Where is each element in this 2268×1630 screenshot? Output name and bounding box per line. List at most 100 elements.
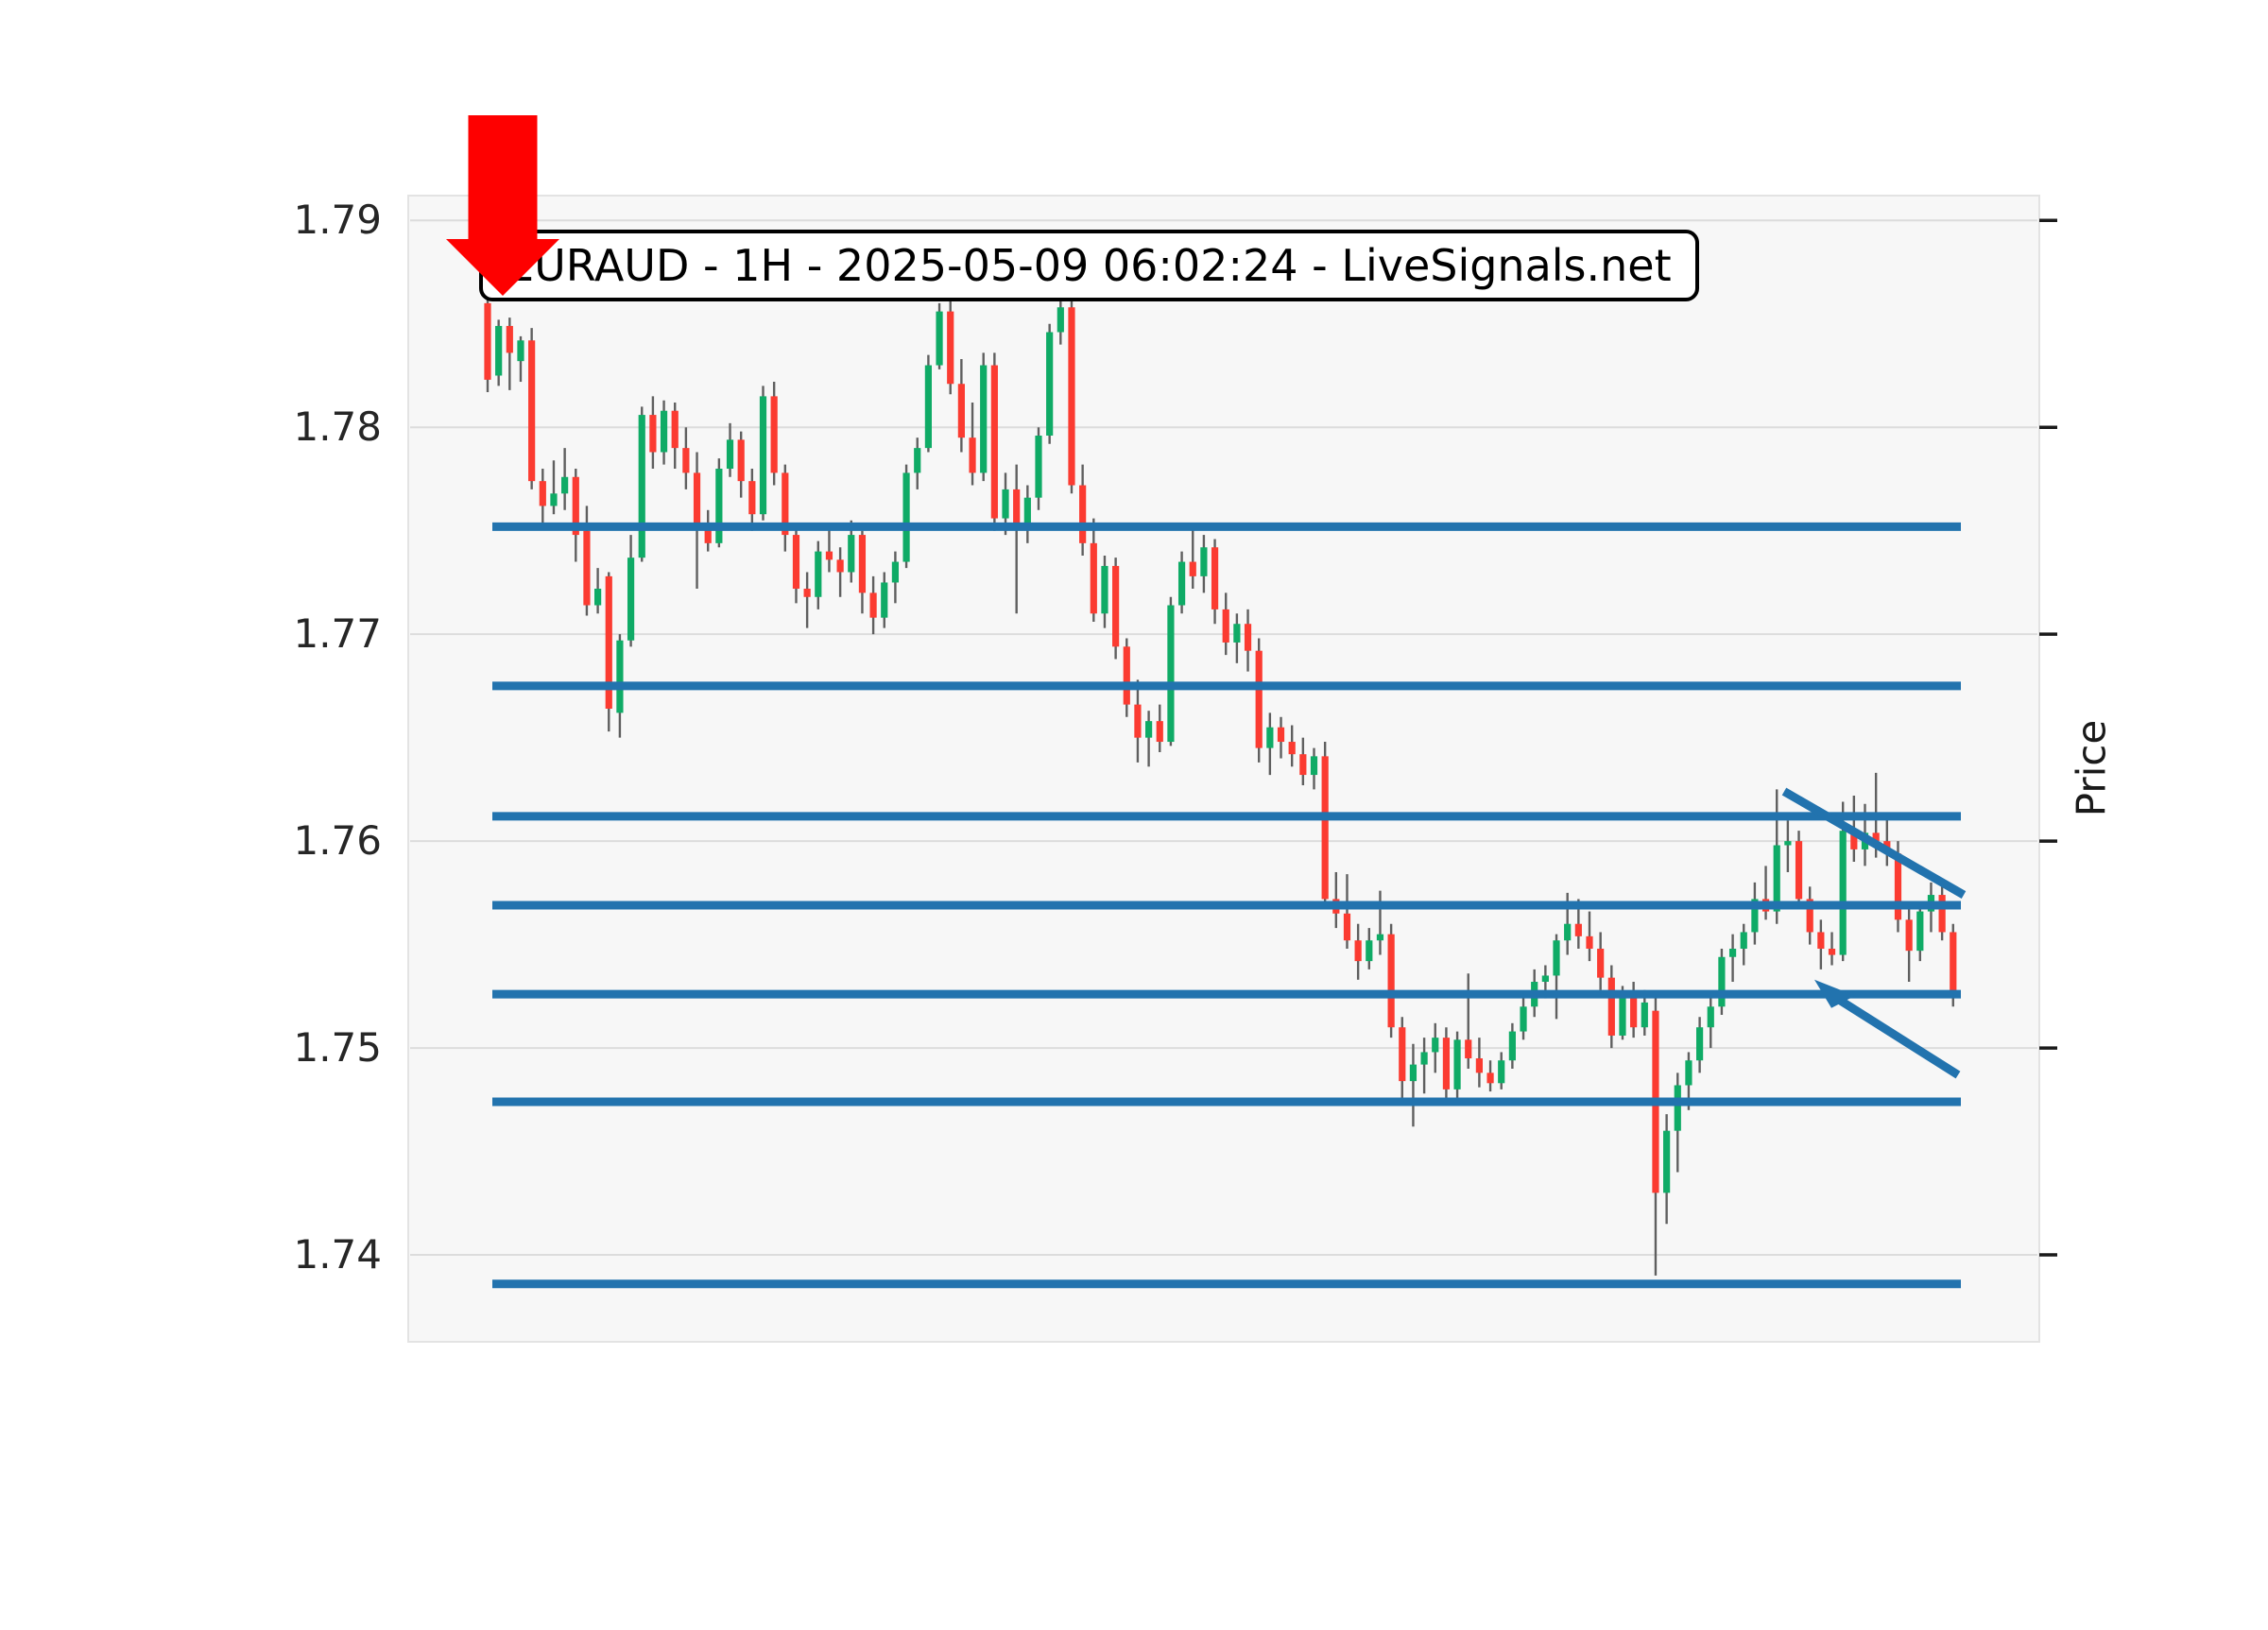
candle-down bbox=[782, 472, 789, 536]
candle-down bbox=[1387, 934, 1395, 1028]
candle-down bbox=[1850, 831, 1858, 849]
candle-down bbox=[1806, 899, 1813, 933]
candle-up bbox=[638, 415, 645, 558]
candle-down bbox=[1013, 489, 1021, 527]
candle-up bbox=[1641, 1002, 1648, 1028]
candle-down bbox=[1123, 646, 1130, 705]
candle-down bbox=[1299, 754, 1307, 776]
candle-down bbox=[825, 551, 833, 560]
candle-up bbox=[1718, 956, 1726, 1007]
candle-down bbox=[704, 526, 712, 543]
candle-up bbox=[1564, 923, 1572, 941]
y-tick-label: 1.78 bbox=[293, 403, 382, 451]
chart-title-text: EURAUD - 1H - 2025-05-09 06:02:24 - Live… bbox=[507, 240, 1672, 291]
candle-down bbox=[957, 384, 965, 438]
candle-down bbox=[1321, 756, 1329, 900]
candle-up bbox=[726, 439, 734, 470]
candle-down bbox=[671, 410, 679, 449]
candle-up bbox=[1233, 624, 1241, 643]
red-down-arrow-icon bbox=[446, 115, 559, 296]
candle-down bbox=[1597, 948, 1605, 978]
candle-up bbox=[980, 365, 988, 473]
candle-down bbox=[1343, 913, 1351, 941]
candle-down bbox=[836, 559, 844, 573]
candle-down bbox=[947, 311, 954, 385]
candle-up bbox=[1553, 940, 1560, 976]
candle-up bbox=[1432, 1038, 1439, 1053]
candle-down bbox=[572, 476, 579, 536]
candle-up bbox=[891, 561, 900, 583]
candle-up bbox=[1035, 435, 1042, 498]
candle-up bbox=[1663, 1130, 1671, 1193]
candle-up bbox=[1728, 948, 1737, 957]
candle-up bbox=[1751, 899, 1759, 933]
candle-down bbox=[1277, 727, 1285, 743]
candle-up bbox=[1057, 307, 1064, 333]
candle-up bbox=[1520, 1006, 1527, 1032]
candle-up bbox=[1784, 841, 1792, 846]
candle-up bbox=[815, 551, 822, 597]
candle-up bbox=[1167, 605, 1175, 743]
candle-down bbox=[1079, 485, 1087, 543]
candle-up bbox=[1046, 332, 1054, 436]
candle-up bbox=[1023, 497, 1031, 527]
candle-up bbox=[1366, 940, 1373, 962]
candle-down bbox=[506, 325, 513, 353]
candle-down bbox=[539, 481, 546, 506]
candle-down bbox=[583, 530, 591, 606]
candle-down bbox=[1112, 565, 1120, 647]
candle-down bbox=[605, 575, 612, 710]
candle-up bbox=[1101, 565, 1108, 614]
candle-down bbox=[1630, 994, 1638, 1028]
candle-down bbox=[1354, 940, 1362, 962]
candle-up bbox=[914, 448, 921, 473]
trendline-start-wedge bbox=[1814, 979, 1855, 1008]
candle-down bbox=[1950, 932, 1957, 995]
candle-up bbox=[715, 469, 723, 543]
candle-up bbox=[936, 311, 943, 366]
candle-up bbox=[1420, 1052, 1428, 1065]
plot-background bbox=[407, 195, 2040, 1343]
trendline bbox=[1781, 787, 1967, 899]
candle-up bbox=[1707, 1006, 1714, 1028]
candle-up bbox=[881, 582, 888, 618]
candle-down bbox=[1222, 609, 1229, 643]
candle-down bbox=[1068, 307, 1075, 486]
candle-down bbox=[1189, 561, 1196, 576]
candle-up bbox=[594, 589, 602, 606]
candle-down bbox=[803, 589, 811, 597]
y-tick-label: 1.75 bbox=[293, 1024, 382, 1072]
candle-up bbox=[1002, 489, 1009, 519]
candle-down bbox=[649, 415, 657, 453]
candle-down bbox=[1607, 977, 1615, 1036]
candle-up bbox=[1177, 561, 1186, 606]
candle-up bbox=[1674, 1085, 1681, 1131]
y-tick-label: 1.76 bbox=[293, 817, 382, 865]
candle-down bbox=[1475, 1058, 1483, 1073]
candle-up bbox=[759, 396, 767, 515]
candle-up bbox=[1619, 994, 1626, 1036]
y-tick-label: 1.77 bbox=[293, 610, 382, 658]
candle-down bbox=[1938, 895, 1946, 933]
candle-down bbox=[1244, 624, 1252, 651]
y-tick-label: 1.74 bbox=[293, 1231, 382, 1278]
candle-down bbox=[1288, 742, 1296, 755]
trendline bbox=[1821, 986, 1961, 1079]
candle-up bbox=[660, 410, 668, 453]
candle-down bbox=[1574, 923, 1582, 936]
candle-down bbox=[792, 535, 800, 590]
candle-down bbox=[969, 438, 976, 473]
candle-up bbox=[1453, 1039, 1461, 1090]
candle-down bbox=[1872, 832, 1880, 842]
candle-down bbox=[1828, 948, 1836, 955]
candle-up bbox=[517, 340, 524, 362]
candle-up bbox=[550, 493, 558, 506]
candle-down bbox=[682, 448, 690, 473]
candle-down bbox=[748, 481, 756, 515]
candle-up bbox=[924, 365, 932, 449]
candle-up bbox=[1310, 756, 1318, 776]
candle-up bbox=[1498, 1060, 1505, 1084]
candle-up bbox=[1145, 721, 1153, 738]
